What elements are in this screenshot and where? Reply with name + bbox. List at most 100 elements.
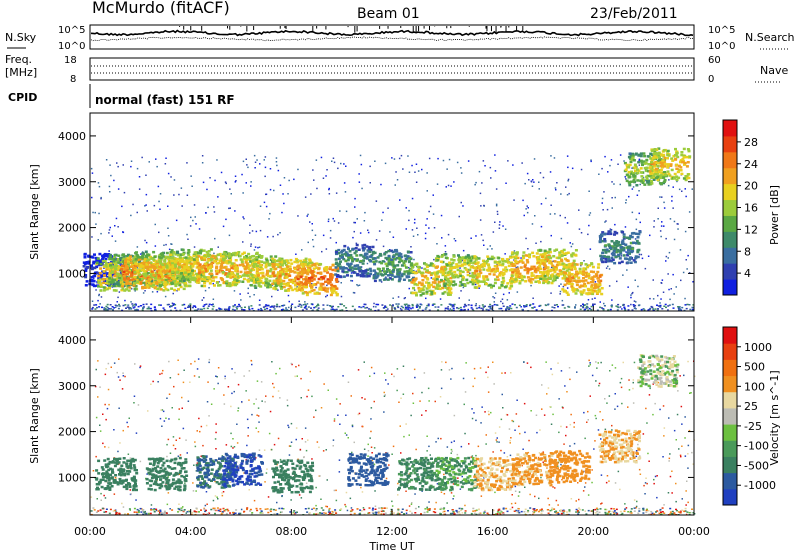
data-cell [133,255,137,258]
data-cell [373,257,377,260]
scatter-cell [295,253,297,255]
scatter-cell [669,298,671,301]
data-cell [234,269,238,273]
data-cell [343,244,347,248]
data-cell [565,277,569,281]
data-cell [152,273,156,277]
nsky-tick-top: 10^5 [58,25,85,36]
data-cell [126,266,130,270]
ground-cell [623,306,626,308]
data-cell [387,259,391,263]
data-cell [486,263,490,266]
data-cell [142,270,146,273]
scatter-cell [676,180,678,183]
data-cell [256,275,260,279]
scatter-cell [444,251,447,253]
scatter-cell [263,201,266,204]
data-cell [137,269,141,272]
scatter-cell [307,213,309,216]
data-cell [604,251,608,254]
data-cell [158,265,162,269]
data-cell [468,274,472,278]
data-cell [477,280,481,283]
scatter-cell [378,254,380,257]
scatter-cell [116,301,118,303]
data-cell [546,266,550,269]
scatter-cell [361,187,363,190]
ground-cell [223,308,226,310]
data-cell [93,266,97,270]
scatter-cell [411,164,413,167]
scatter-cell [116,162,118,164]
scatter-cell [329,237,332,239]
ground-cell [212,303,214,305]
scatter-cell [531,185,534,187]
data-cell [158,260,162,263]
ground-cell [407,308,409,310]
data-cell [513,268,517,271]
data-cell [139,263,143,267]
data-cell [436,271,440,274]
data-cell [227,255,231,258]
scatter-cell [354,197,356,200]
scatter-cell [513,199,515,201]
data-cell [553,275,556,278]
data-cell [211,261,215,265]
data-cell [599,279,603,283]
data-cell [526,276,530,279]
data-cell [574,292,578,295]
scatter-cell [680,309,683,311]
scatter-cell [589,248,592,250]
data-cell [257,284,261,287]
data-cell [296,282,300,286]
ground-cell [95,304,98,306]
scatter-cell [245,182,247,184]
ground-cell [411,305,414,307]
data-cell [289,280,293,283]
data-cell [254,286,258,289]
scatter-cell [97,299,99,302]
data-cell [200,277,204,281]
data-cell [570,282,574,286]
data-cell [141,285,145,289]
data-cell [437,255,441,259]
data-cell [239,258,243,261]
data-cell [98,252,102,256]
scatter-cell [148,161,150,163]
data-cell [477,257,481,260]
scatter-cell [360,163,363,166]
data-cell [181,253,185,256]
scatter-cell [526,205,528,207]
scatter-cell [619,306,622,308]
ground-cell [233,309,236,311]
data-cell [502,279,506,283]
data-cell [383,253,387,256]
data-cell [558,251,562,254]
scatter-cell [580,264,582,267]
data-cell [340,253,344,257]
ground-cell [280,305,283,307]
data-cell [166,262,170,266]
data-cell [173,282,177,286]
ground-cell [375,303,378,306]
scatter-cell [619,154,622,156]
data-cell [539,271,543,274]
cpid-label: CPID [8,91,37,104]
scatter-cell [424,232,427,235]
scatter-cell [312,169,314,171]
data-cell [448,281,452,284]
data-cell [312,274,316,277]
ground-cell [257,308,260,311]
data-cell [251,262,255,265]
data-cell [116,258,120,261]
data-cell [259,271,263,275]
data-cell [221,257,225,260]
data-cell [104,282,108,285]
ground-cell [150,303,153,306]
ground-cell [506,307,509,309]
scatter-cell [258,299,261,301]
data-cell [574,249,578,252]
data-cell [594,290,598,293]
scatter-cell [673,293,675,295]
data-cell [120,276,123,280]
